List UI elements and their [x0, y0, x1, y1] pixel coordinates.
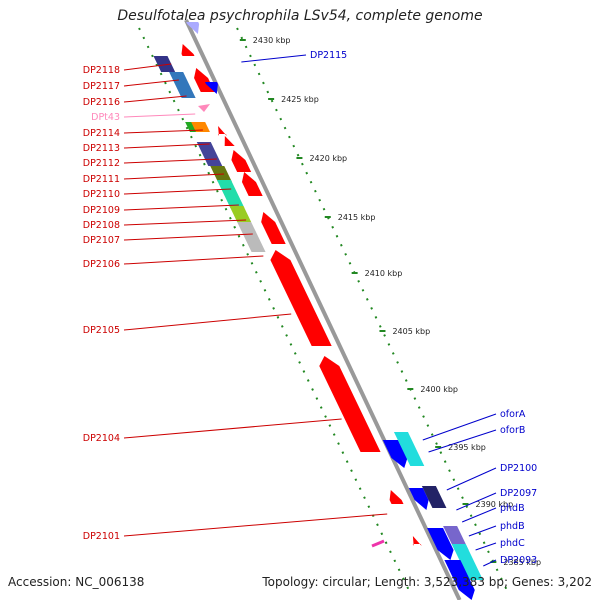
gene-label-left: DP2105	[83, 325, 120, 336]
outer-dotted-line-right	[236, 27, 508, 591]
block-dp2114-orange	[191, 122, 210, 132]
block-dp2118-cluster	[153, 56, 176, 72]
gene-dp2104	[319, 356, 381, 452]
leader-line	[123, 233, 253, 241]
tick-label: 2425 kbp	[281, 95, 319, 104]
leader-line	[123, 95, 187, 103]
genome-summary-text: Topology: circular; Length: 3,523,383 bp…	[262, 575, 592, 589]
gene-dp2107	[261, 212, 286, 244]
leader-line	[123, 79, 179, 87]
gene-label-right: DP2100	[500, 463, 537, 474]
gene-dp2118	[181, 44, 195, 56]
block-dp2108	[217, 180, 245, 208]
tick-label: 2385 kbp	[503, 558, 541, 567]
leader-line	[123, 158, 217, 164]
block-oforb	[393, 432, 425, 466]
gene-label-left: DP2104	[83, 433, 120, 444]
gene-dp2101	[389, 490, 404, 504]
tick-label: 2400 kbp	[420, 385, 458, 394]
gene-label-left: DP2109	[83, 205, 120, 216]
leader-line	[428, 429, 497, 453]
gene-dp2110	[241, 172, 263, 196]
gene-label-left: DP2101	[83, 531, 120, 542]
leader-line	[241, 54, 307, 63]
block-dp2116	[169, 72, 196, 98]
block-dp2107-green	[229, 206, 252, 222]
gene-label-left: DP2107	[83, 235, 120, 246]
gene-label-left: DP2108	[83, 220, 120, 231]
leader-line	[123, 63, 172, 71]
gene-label-right: oforA	[500, 409, 526, 420]
gene-dp2114	[217, 126, 227, 136]
gene-label-left: DP2112	[83, 158, 120, 169]
outer-dotted-line-left	[138, 27, 410, 591]
block-dp2106	[237, 222, 266, 252]
leader-line	[123, 188, 232, 195]
accession-text: Accession: NC_006138	[8, 575, 145, 589]
tick-label: 2430 kbp	[253, 36, 291, 45]
gene-dp2105	[270, 250, 332, 346]
gene-dp2093	[444, 560, 475, 600]
gene-label-left: DP2118	[83, 65, 120, 76]
gene-dp2100	[408, 488, 429, 510]
gene-small-pink	[371, 539, 385, 548]
gene-label-left: DP2117	[83, 81, 120, 92]
gene-label-right: DP2115	[310, 50, 347, 61]
tick-label: 2390 kbp	[476, 500, 514, 509]
gene-dp2113	[224, 136, 235, 146]
gene-top-blue	[186, 22, 200, 34]
gene-dp2115	[204, 82, 218, 94]
gene-label-right: phdC	[500, 538, 525, 549]
genome-backbone	[184, 19, 462, 600]
leader-line	[123, 313, 292, 331]
leader-line	[123, 219, 247, 226]
leader-line	[475, 542, 497, 551]
gene-label-left: DP2106	[83, 259, 120, 270]
leader-line	[468, 525, 497, 537]
block-dp2111	[196, 142, 223, 166]
block-dp2097	[421, 486, 447, 508]
block-phdc	[451, 544, 483, 580]
leader-line	[422, 413, 497, 441]
leader-line	[461, 507, 497, 523]
gene-label-left: DP2114	[83, 128, 120, 139]
leader-line	[123, 173, 225, 180]
leader-line	[123, 143, 210, 149]
leader-line	[483, 559, 497, 567]
tick-label: 2415 kbp	[338, 213, 376, 222]
map-title: Desulfotalea psychrophila LSv54, complet…	[117, 8, 483, 24]
gene-label-left: DP2111	[83, 174, 120, 185]
tick-label: 2395 kbp	[448, 443, 486, 452]
leader-line	[446, 467, 497, 491]
leader-line	[123, 255, 264, 265]
gene-label-left: DPt43	[91, 112, 120, 123]
gene-dpt43	[198, 104, 210, 112]
gene-label-right: DP2097	[500, 488, 537, 499]
gene-label-right: DP2093	[500, 555, 537, 566]
gene-label-right: phdB	[500, 503, 525, 514]
leader-line	[123, 418, 342, 439]
gene-label-right: phdB	[500, 521, 525, 532]
gene-phdb	[427, 528, 454, 560]
leader-line	[123, 129, 203, 134]
gene-label-right: oforB	[500, 425, 525, 436]
leader-line	[123, 513, 388, 537]
leader-line	[123, 204, 239, 211]
tick-label: 2410 kbp	[365, 269, 403, 278]
tick-label: 2405 kbp	[392, 327, 430, 336]
gene-label-left: DP2116	[83, 97, 120, 108]
leader-line	[456, 492, 497, 511]
gene-label-left: DP2110	[83, 189, 120, 200]
gene-label-left: DP2113	[83, 143, 120, 154]
gene-dp2112	[231, 150, 252, 172]
leader-line	[123, 113, 196, 118]
tick-label: 2420 kbp	[309, 154, 347, 163]
gene-small-red	[412, 536, 422, 546]
